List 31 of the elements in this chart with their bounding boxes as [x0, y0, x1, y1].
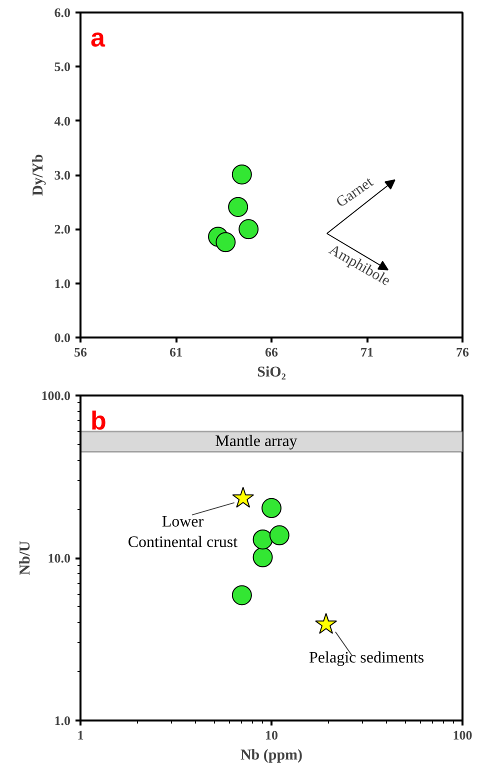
- y-tick-label: 1.0: [54, 713, 70, 728]
- y-axis-title: Nb/U: [17, 540, 34, 576]
- y-tick-label: 3.0: [54, 168, 70, 182]
- y-axis-title: Dy/Yb: [30, 154, 46, 196]
- y-tick-label: 100.0: [41, 388, 70, 403]
- y-tick-label: 1.0: [54, 276, 70, 291]
- x-axis-title: SiO₂: [257, 364, 286, 380]
- series-label: Pelagic sediments: [309, 650, 424, 667]
- y-tick-label: 4.0: [54, 113, 70, 128]
- x-axis-title: Nb (ppm): [240, 748, 303, 764]
- y-tick-label: 10.0: [48, 550, 70, 566]
- point: [238, 219, 259, 240]
- x-tick-label: 56: [74, 344, 88, 360]
- point: [228, 196, 248, 217]
- y-tick-label: 6.0: [54, 5, 70, 20]
- x-tick-label: 1: [77, 728, 84, 742]
- x-tick-label: 71: [360, 344, 374, 360]
- band-label: Mantle array: [215, 433, 298, 450]
- x-tick-label: 76: [456, 344, 470, 360]
- y-tick-label: 5.0: [54, 59, 70, 74]
- x-tick-label: 61: [170, 344, 182, 360]
- x-tick-label: 10: [265, 728, 278, 742]
- point: [232, 164, 252, 184]
- x-tick-label: 66: [265, 344, 278, 360]
- annotation: a: [90, 22, 106, 52]
- series-label: Lower Continental crust: [128, 513, 238, 551]
- y-tick-label: 2.0: [54, 222, 70, 237]
- x-tick-label: 100: [452, 728, 472, 742]
- y-tick-label: 0.0: [54, 330, 70, 345]
- point: [216, 232, 236, 252]
- annotation: b: [90, 406, 106, 436]
